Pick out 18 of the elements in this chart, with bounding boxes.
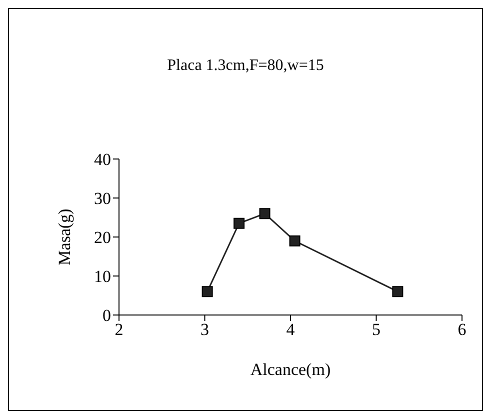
- x-tick-label: 4: [286, 320, 296, 340]
- y-axis-title: Masa(g): [55, 208, 74, 266]
- y-tick-label: 20: [94, 228, 111, 248]
- point: [234, 218, 245, 229]
- point: [259, 208, 270, 220]
- point: [392, 286, 404, 298]
- point: [202, 286, 213, 298]
- y-tick-label: 0: [102, 306, 111, 326]
- x-tick-label: 5: [372, 320, 380, 340]
- x-tick-label: 3: [200, 320, 209, 340]
- y-tick-label: 30: [94, 189, 111, 208]
- x-axis-title: Alcance(m): [250, 360, 331, 379]
- point: [289, 235, 300, 246]
- x-tick-label: 2: [114, 320, 124, 340]
- y-tick-label: 40: [94, 150, 111, 170]
- chart-title: Placa 1.3cm,F=80,w=15: [166, 57, 325, 75]
- y-tick-label: 10: [94, 267, 111, 286]
- x-tick-label: 6: [458, 320, 466, 340]
